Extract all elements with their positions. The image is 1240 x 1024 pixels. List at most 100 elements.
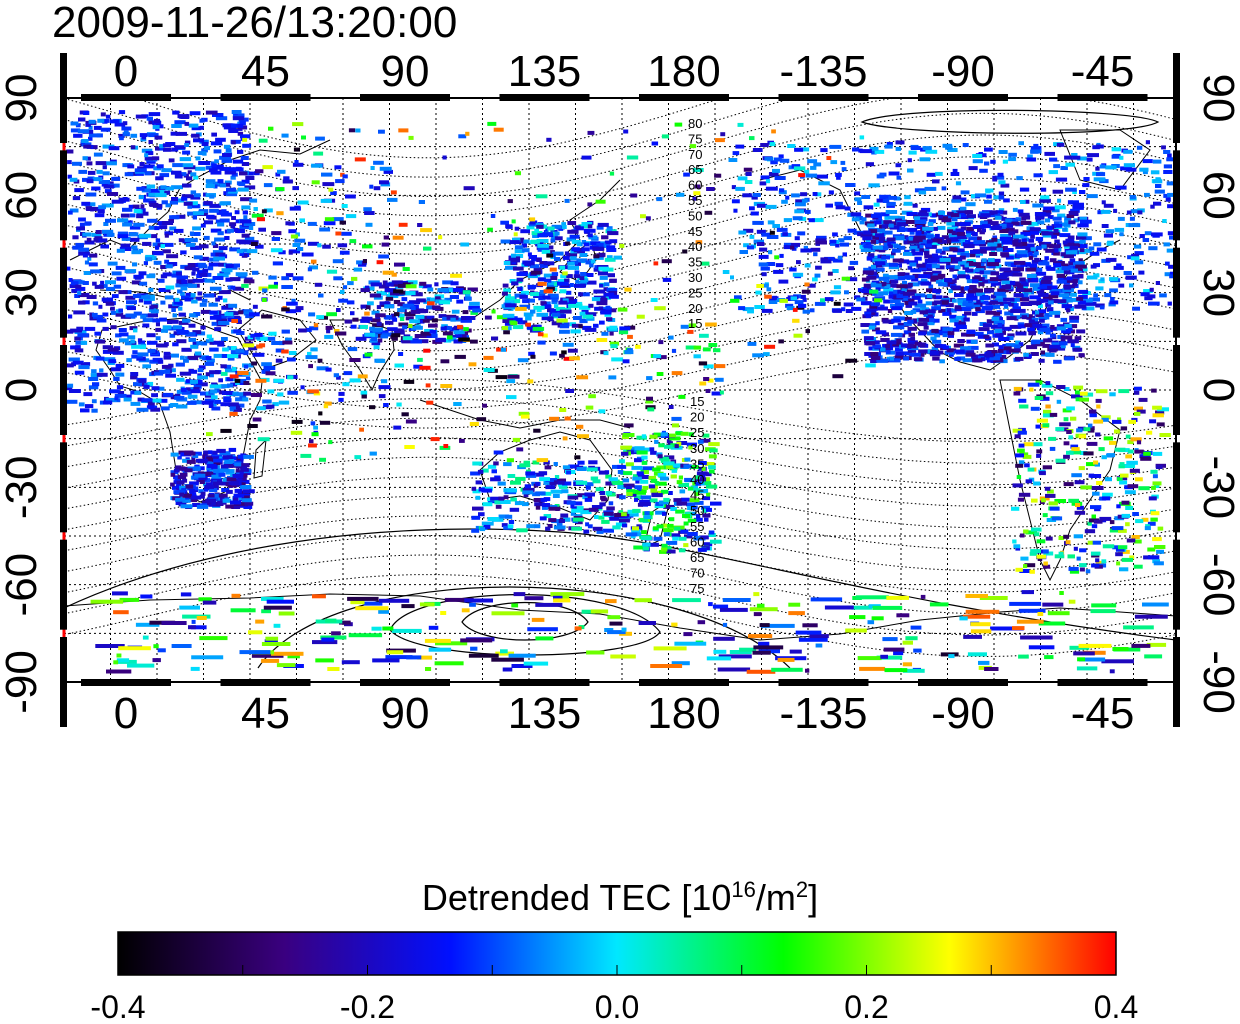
tec-cell — [760, 143, 769, 147]
tec-cell — [175, 497, 186, 502]
tec-cell — [80, 340, 88, 345]
tec-cell — [672, 598, 701, 603]
tec-cell — [200, 491, 206, 496]
tec-cell — [636, 490, 646, 495]
tec-cell — [639, 499, 650, 504]
tec-cell — [841, 276, 850, 281]
tec-cell — [100, 244, 109, 249]
tec-cell — [1119, 480, 1128, 485]
tec-cell — [894, 355, 904, 360]
tec-cell — [409, 300, 420, 305]
tec-cell — [576, 467, 587, 471]
tec-cell — [75, 286, 86, 291]
tec-cell — [512, 256, 521, 261]
tec-cell — [102, 326, 109, 331]
tec-cell — [1135, 519, 1144, 524]
tec-cell — [508, 653, 536, 658]
tec-cell — [226, 192, 238, 197]
tec-cell — [810, 247, 821, 252]
tec-cell — [1018, 398, 1027, 403]
tec-cell — [661, 547, 668, 552]
tec-cell — [1029, 295, 1041, 300]
contour-dotted — [64, 177, 1176, 275]
tec-cell — [93, 237, 99, 242]
tec-cell — [373, 345, 380, 350]
tec-cell — [119, 332, 129, 337]
tec-cell — [1063, 387, 1070, 391]
tec-cell — [509, 507, 520, 512]
tec-cell — [586, 316, 595, 321]
tec-cell — [1066, 430, 1072, 434]
tec-cell — [1068, 265, 1079, 270]
tec-cell — [204, 398, 215, 403]
tec-cell — [189, 111, 201, 116]
tec-cell — [522, 299, 530, 304]
tec-cell — [963, 286, 972, 291]
tec-cell — [164, 259, 170, 264]
tec-cell — [1064, 356, 1075, 361]
tec-cell — [514, 501, 524, 506]
tec-cell — [984, 353, 994, 358]
tec-cell — [772, 295, 777, 300]
tec-cell — [1120, 426, 1128, 431]
tec-cell — [999, 277, 1010, 282]
tec-cell — [1101, 224, 1109, 228]
tec-cell — [118, 290, 128, 295]
tec-cell — [174, 145, 186, 150]
tec-cell — [186, 459, 196, 464]
tec-cell — [347, 281, 354, 286]
tec-cell — [82, 177, 91, 182]
tec-cell — [1060, 317, 1068, 322]
tec-cell — [362, 259, 367, 263]
tec-cell — [541, 505, 548, 510]
tec-cell — [738, 230, 747, 235]
tec-cell — [212, 340, 224, 345]
tec-cell — [1151, 232, 1163, 237]
tec-cell — [119, 338, 129, 343]
tec-cell — [690, 485, 699, 490]
tec-cell — [469, 301, 480, 306]
tec-cell — [1015, 453, 1024, 458]
tec-cell — [1047, 611, 1070, 616]
tec-cell — [176, 275, 188, 280]
tec-cell — [411, 292, 423, 297]
tec-cell — [345, 214, 357, 219]
tec-cell — [567, 495, 579, 500]
tec-cell — [96, 169, 103, 174]
tec-cell — [927, 222, 934, 226]
tec-cell — [160, 300, 166, 305]
tec-cell — [1036, 289, 1045, 294]
tec-cell — [241, 495, 250, 500]
tec-cell — [224, 124, 236, 129]
tec-cell — [987, 242, 998, 247]
tec-cell — [897, 222, 909, 227]
tec-cell — [151, 386, 160, 391]
tec-cell — [1067, 554, 1075, 559]
tec-cell — [1140, 292, 1150, 297]
tec-cell — [235, 378, 247, 383]
tec-cell — [1029, 569, 1035, 574]
tec-cell — [1133, 244, 1142, 249]
tec-cell — [110, 306, 115, 311]
tec-cell — [926, 288, 936, 293]
tec-cell — [969, 253, 976, 258]
tec-cell — [1069, 245, 1079, 250]
tec-cell — [235, 219, 240, 224]
tec-cell — [112, 591, 128, 596]
tec-cell — [984, 147, 993, 152]
tec-cell — [268, 275, 277, 280]
tec-cell — [1087, 540, 1093, 545]
tec-cell — [815, 265, 822, 270]
tec-cell — [914, 256, 922, 261]
tec-cell — [237, 229, 245, 234]
tec-cell — [551, 298, 558, 303]
tec-cell — [1016, 176, 1023, 181]
tec-cell — [165, 285, 175, 290]
tec-cell — [870, 302, 880, 307]
tec-cell — [195, 156, 201, 161]
tec-cell — [220, 481, 229, 486]
tec-cell — [1083, 306, 1095, 311]
tec-cell — [884, 215, 889, 220]
tec-cell — [230, 350, 240, 355]
tec-cell — [1015, 567, 1023, 572]
